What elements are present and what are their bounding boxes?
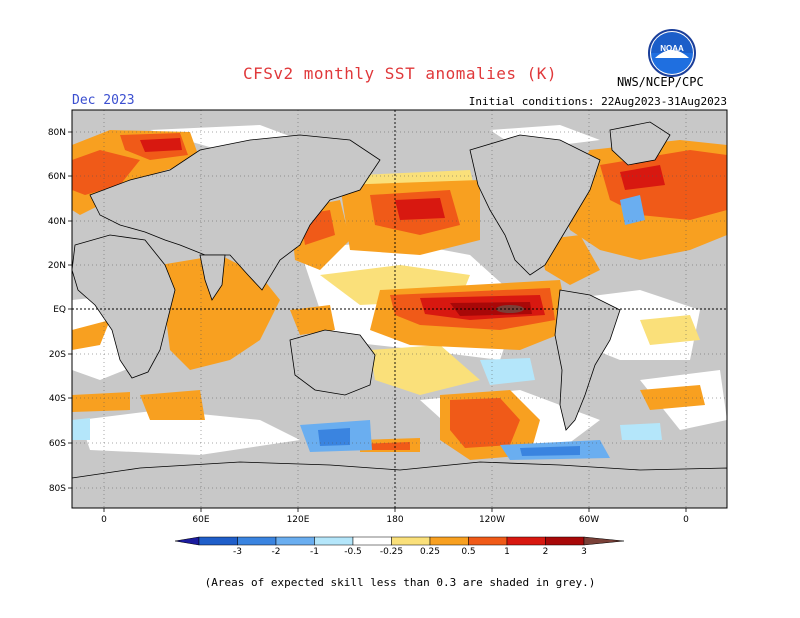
- antarctica: [72, 461, 727, 508]
- logo-text: NOAA: [660, 44, 684, 53]
- colorbar-segment: [391, 536, 431, 546]
- colorbar-segment: [506, 536, 546, 546]
- forecast-month: Dec 2023: [72, 93, 135, 108]
- anomaly-field: [72, 121, 727, 508]
- south-america: [554, 289, 621, 431]
- noaa-logo-icon: NOAA: [648, 29, 696, 77]
- colorbar-tick-label: 1: [504, 547, 510, 557]
- colorbar-tick-label: -3: [233, 547, 242, 557]
- australia: [289, 329, 376, 396]
- colorbar-tick-label: -0.5: [344, 547, 362, 557]
- colorbar-segment: [352, 536, 392, 546]
- colorbar-segment: [545, 536, 585, 546]
- longitude-labels: 0 60E 120E 180 120W 60W 0: [101, 515, 689, 525]
- lon-label: 60E: [192, 515, 209, 525]
- africa: [72, 234, 176, 379]
- lon-label: 60W: [579, 515, 599, 525]
- initial-conditions: Initial conditions: 22Aug2023-31Aug2023: [468, 95, 727, 108]
- lat-label: 20S: [49, 350, 66, 360]
- lon-label: 180: [386, 515, 403, 525]
- coastlines: [72, 121, 727, 508]
- lat-label: 60S: [49, 439, 66, 449]
- colorbar-arrow-high: [583, 536, 625, 546]
- colorbar-segment: [314, 536, 354, 546]
- colorbar-tick-label: 2: [543, 547, 549, 557]
- lon-label: 0: [101, 515, 107, 525]
- colorbar-segment: [198, 536, 238, 546]
- india: [199, 254, 226, 301]
- colorbar-arrow-low: [174, 536, 200, 546]
- greenland: [609, 121, 671, 166]
- lat-label: 80S: [49, 484, 66, 494]
- axis-ticks: [68, 131, 687, 512]
- latitude-labels: 80N 60N 40N 20N EQ 20S 40S 60S 80S: [48, 128, 66, 494]
- lat-label: 40N: [48, 217, 66, 227]
- colorbar-segment: [237, 536, 277, 546]
- colorbar-tick-label: -2: [272, 547, 281, 557]
- colorbar-tick-label: -0.25: [380, 547, 403, 557]
- colorbar-segment: [468, 536, 508, 546]
- colorbar-tick-label: -1: [310, 547, 319, 557]
- colorbar-segment: [275, 536, 315, 546]
- org-label: NWS/NCEP/CPC: [617, 75, 704, 89]
- colorbar-tick-label: 0.25: [420, 547, 440, 557]
- eurasia: [89, 134, 381, 291]
- skill-footnote: (Areas of expected skill less than 0.3 a…: [204, 576, 596, 589]
- lon-label: 0: [683, 515, 689, 525]
- lon-label: 120W: [479, 515, 505, 525]
- lon-label: 120E: [287, 515, 310, 525]
- lat-label: 20N: [48, 261, 66, 271]
- colorbar: -3 -2 -1 -0.5 -0.25 0.25 0.5 1 2 3: [174, 536, 625, 557]
- lat-label: 40S: [49, 394, 66, 404]
- colorbar-tick-label: 0.5: [461, 547, 475, 557]
- reference-lines: [72, 110, 727, 508]
- lat-label: 60N: [48, 172, 66, 182]
- negative-anomalies: [72, 195, 662, 460]
- lat-label: EQ: [53, 305, 66, 315]
- colorbar-tick-label: 3: [581, 547, 587, 557]
- map-title: CFSv2 monthly SST anomalies (K): [242, 64, 558, 83]
- north-america: [469, 134, 601, 276]
- colorbar-segment: [429, 536, 469, 546]
- lat-label: 80N: [48, 128, 66, 138]
